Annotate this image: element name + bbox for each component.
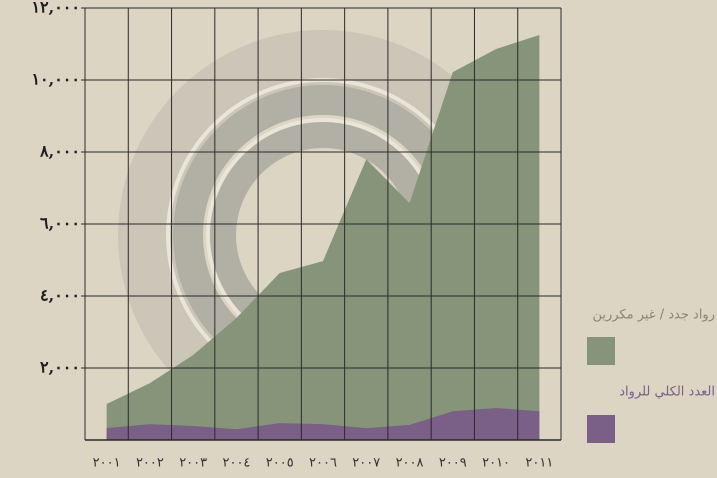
x-tick-label: ٢٠٠٥: [266, 456, 294, 471]
x-tick-label: ٢٠١٠: [482, 456, 510, 471]
legend-swatch: [587, 415, 615, 443]
legend-label: رواد جدد / غير مكررين: [592, 308, 715, 323]
x-tick-label: ٢٠٠١: [93, 456, 121, 471]
x-tick-label: ٢٠٠٦: [309, 456, 337, 471]
y-tick-label: ٤,٠٠٠: [40, 286, 80, 305]
x-tick-label: ٢٠٠٣: [179, 456, 207, 471]
x-tick-label: ٢٠١١: [525, 456, 553, 471]
x-tick-label: ٢٠٠٩: [439, 456, 467, 471]
y-tick-label: ١٢,٠٠٠: [31, 0, 80, 17]
x-tick-label: ٢٠٠٧: [352, 456, 380, 471]
legend-label: العدد الكلي للرواد: [619, 385, 715, 400]
x-tick-label: ٢٠٠٢: [136, 456, 164, 471]
y-tick-label: ١٠,٠٠٠: [31, 70, 80, 89]
y-tick-label: ٦,٠٠٠: [40, 214, 80, 233]
x-tick-label: ٢٠٠٤: [222, 456, 250, 471]
y-tick-label: ٢,٠٠٠: [40, 358, 80, 377]
y-tick-label: ٨,٠٠٠: [39, 142, 80, 161]
legend-swatch: [587, 337, 615, 365]
x-tick-label: ٢٠٠٨: [396, 456, 424, 471]
